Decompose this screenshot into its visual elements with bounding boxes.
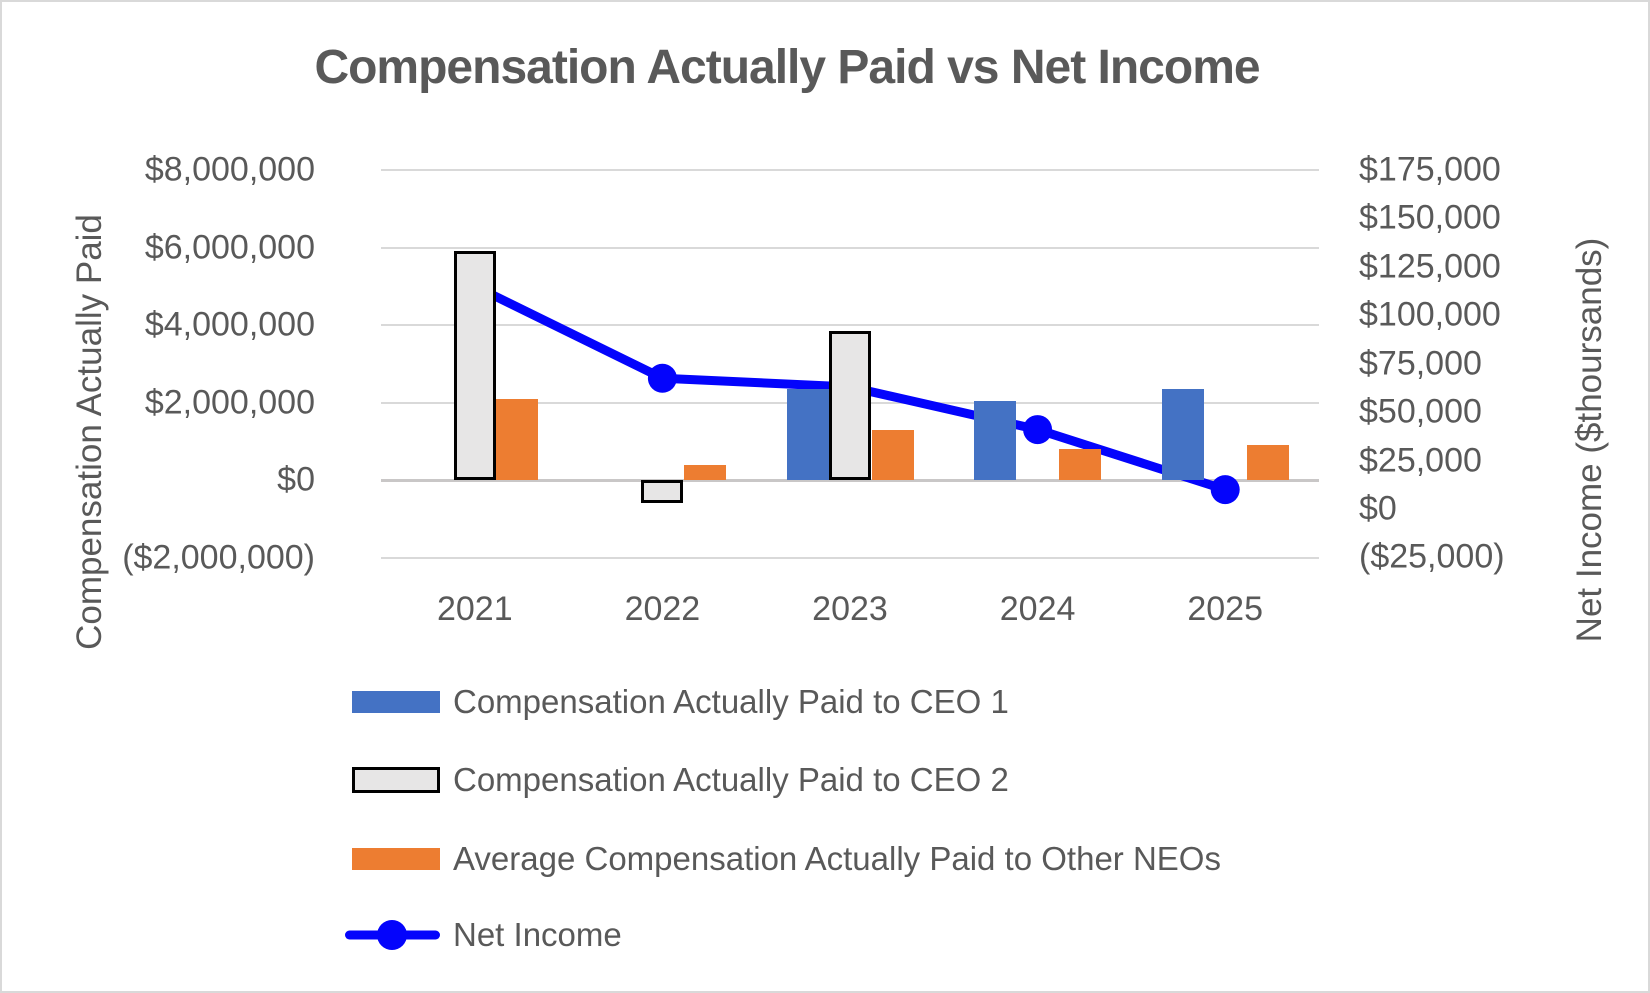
left-axis-tick: $2,000,000	[144, 383, 315, 421]
bar-series2-2024	[1059, 449, 1102, 480]
left-axis-tick: $8,000,000	[144, 150, 315, 189]
legend-label-net-income: Net Income	[453, 916, 622, 953]
right-axis-tick: $150,000	[1359, 198, 1501, 237]
left-axis-title: Compensation Actually Paid	[70, 214, 109, 650]
bar-series2-2023	[871, 429, 914, 480]
legend-swatch-net-income-marker	[377, 920, 407, 950]
bar-series0-2025	[1161, 388, 1204, 480]
bar-series1-2022	[641, 480, 684, 504]
x-axis-label-2022: 2022	[624, 590, 701, 628]
gridline	[381, 324, 1319, 326]
legend-label-ceo2: Compensation Actually Paid to CEO 2	[453, 761, 1009, 798]
bar-series0-2024	[974, 400, 1017, 480]
x-axis-label-2021: 2021	[436, 590, 513, 628]
x-axis-label-2023: 2023	[812, 590, 888, 628]
gridline	[381, 246, 1319, 249]
bar-series0-2023	[786, 388, 829, 480]
right-axis-tick: ($25,000)	[1359, 537, 1505, 576]
left-axis-tick: ($2,000,000)	[122, 538, 315, 576]
gridline	[381, 556, 1319, 559]
left-axis-tick: $0	[277, 460, 315, 499]
right-axis-title: Net Income ($thoursands)	[1570, 237, 1609, 643]
right-axis-tick: $25,000	[1359, 441, 1482, 480]
bar-series2-2025	[1246, 445, 1289, 480]
x-axis-label-2025: 2025	[1187, 590, 1263, 628]
left-axis-tick: $4,000,000	[144, 305, 315, 344]
right-axis-tick: $125,000	[1359, 247, 1501, 286]
right-axis-tick: $0	[1359, 489, 1397, 528]
legend-swatch-neos-bar	[352, 848, 440, 870]
net-income-marker-2022	[647, 363, 677, 393]
bar-series2-2021	[496, 398, 539, 480]
bar-series1-2021	[453, 251, 496, 480]
right-axis-tick: $50,000	[1359, 392, 1482, 431]
right-axis-tick: $100,000	[1359, 295, 1501, 334]
chart-title: Compensation Actually Paid vs Net Income	[314, 41, 1260, 94]
legend-swatch-ceo2-bar	[352, 767, 440, 793]
left-axis-tick: $6,000,000	[144, 228, 315, 266]
right-axis-tick: $75,000	[1359, 344, 1482, 383]
bar-series1-2023	[829, 330, 871, 480]
legend-label-ceo1: Compensation Actually Paid to CEO 1	[453, 683, 1009, 720]
gridline	[381, 169, 1319, 171]
right-axis-tick: $175,000	[1359, 150, 1501, 189]
legend-label-neos: Average Compensation Actually Paid to Ot…	[453, 840, 1221, 877]
bar-series2-2022	[683, 464, 726, 480]
net-income-marker-2024	[1023, 415, 1053, 445]
legend-swatch-ceo1-bar	[352, 691, 440, 713]
x-axis-label-2024: 2024	[999, 590, 1076, 628]
